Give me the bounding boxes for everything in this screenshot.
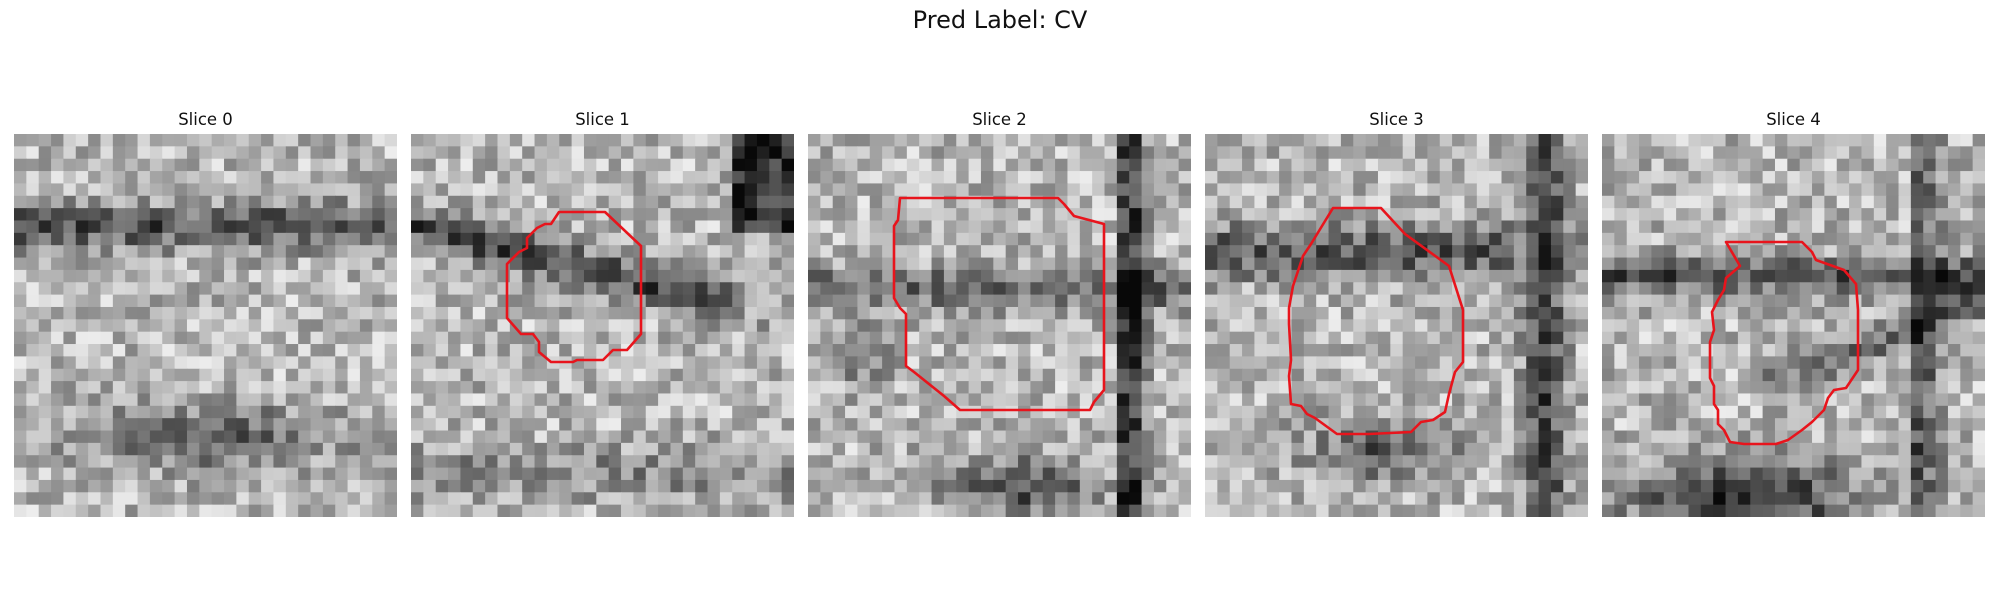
slice-2-title: Slice 2 bbox=[972, 110, 1027, 129]
slice-4-image bbox=[1602, 134, 1985, 517]
slice-2-canvas bbox=[808, 134, 1191, 517]
slice-4-canvas bbox=[1602, 134, 1985, 517]
slice-0-image bbox=[14, 134, 397, 517]
slice-3-contour bbox=[1287, 206, 1465, 436]
slice-4-contour bbox=[1708, 240, 1860, 446]
slice-0-title: Slice 0 bbox=[178, 110, 233, 129]
slice-1-title: Slice 1 bbox=[575, 110, 630, 129]
slice-2-contour bbox=[892, 196, 1106, 412]
slice-4-title: Slice 4 bbox=[1766, 110, 1821, 129]
slice-3-title: Slice 3 bbox=[1369, 110, 1424, 129]
slice-2-image bbox=[808, 134, 1191, 517]
slice-3-image bbox=[1205, 134, 1588, 517]
figure-title: Pred Label: CV bbox=[912, 6, 1088, 34]
slice-1-image bbox=[411, 134, 794, 517]
slice-1-canvas bbox=[411, 134, 794, 517]
slice-0-canvas bbox=[14, 134, 397, 517]
slice-1-contour bbox=[505, 210, 643, 364]
slice-3-canvas bbox=[1205, 134, 1588, 517]
